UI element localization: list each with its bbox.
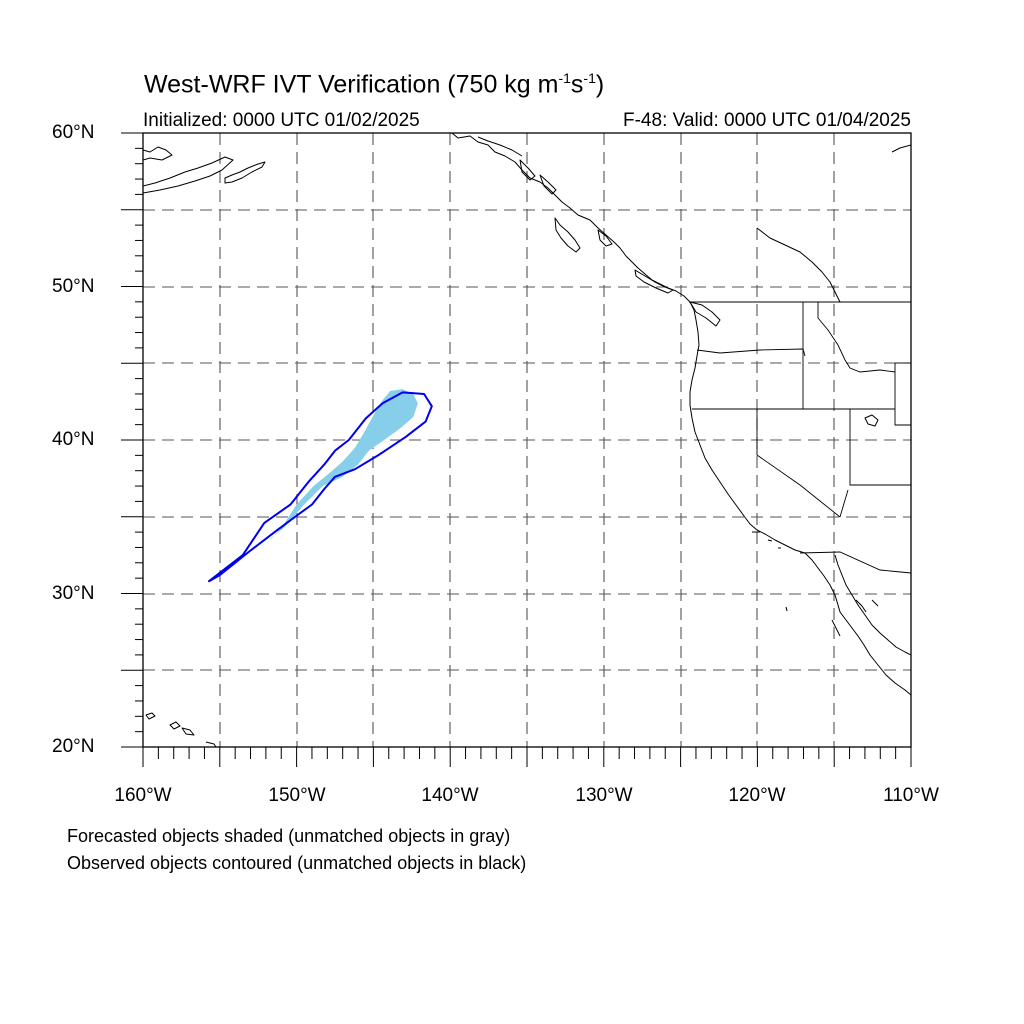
graticule (143, 133, 911, 747)
observed-object-contour (208, 391, 433, 583)
lon-label-140w: 140°W (421, 785, 479, 806)
state-borders (689, 301, 911, 574)
lat-label-30n: 30°N (52, 583, 95, 604)
ivt-objects (208, 389, 433, 583)
lat-label-40n: 40°N (52, 429, 95, 450)
lon-label-130w: 130°W (575, 785, 633, 806)
valid-time-label: F-48: Valid: 0000 UTC 01/04/2025 (623, 110, 911, 131)
lat-label-20n: 20°N (52, 736, 95, 757)
lat-label-50n: 50°N (52, 276, 95, 297)
lon-label-150w: 150°W (268, 785, 326, 806)
figure-title: West-WRF IVT Verification (750 kg m-1s-1… (144, 70, 605, 99)
lat-label-60n: 60°N (52, 122, 95, 143)
legend-note-observed: Observed objects contoured (unmatched ob… (67, 853, 527, 873)
lon-label-110w: 110°W (883, 785, 939, 806)
lon-label-120w: 120°W (728, 785, 786, 806)
lon-label-160w: 160°W (114, 785, 172, 806)
init-time-label: Initialized: 0000 UTC 01/02/2025 (143, 110, 420, 131)
forecast-object-shaded (269, 389, 418, 540)
coastlines (143, 133, 911, 747)
legend-note-forecast: Forecasted objects shaded (unmatched obj… (67, 826, 511, 846)
axis-ticks (121, 132, 912, 767)
